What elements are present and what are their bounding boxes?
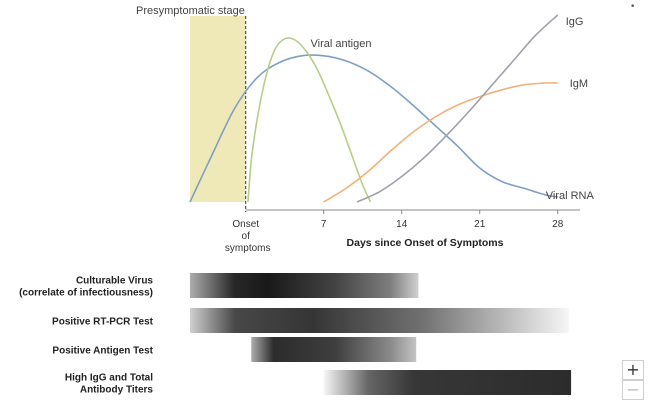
corner-marker: •: [630, 2, 636, 12]
test-timeline-labels: Culturable Virus(correlate of infectious…: [19, 276, 154, 396]
series-igm-line: [323, 82, 558, 203]
series-igg-line: [356, 14, 559, 203]
timeline-label-high-igg-and-total-line-1: High IgG and Total: [65, 373, 153, 384]
timeline-label-culturable-virus-line-2: (correlate of infectiousness): [19, 288, 153, 299]
onset-tick-label-line-3: symptoms: [225, 243, 271, 254]
x-axis-label: Days since Onset of Symptoms: [347, 237, 504, 249]
presymptomatic-band: [190, 16, 246, 202]
series-viral-antigen-line: [247, 37, 372, 203]
x-tick-label: 14: [396, 219, 408, 230]
series-viral-antigen-label: Viral antigen: [311, 38, 372, 50]
x-tick-label: 7: [321, 219, 327, 230]
series-igm-label: IgM: [570, 78, 588, 90]
timeline-label-positive-antigen-test-line-1: Positive Antigen Test: [52, 346, 153, 357]
onset-tick-label-line-1: Onset: [232, 219, 259, 230]
timeline-bar-high-igg-and-total: [323, 370, 572, 395]
test-timeline-bars: [190, 273, 572, 395]
x-ticks: 7 14 21 28: [321, 210, 564, 230]
timeline-label-high-igg-and-total-line-2: Antibody Titers: [80, 385, 154, 396]
curve-labels: Viral RNA Viral antigen IgM IgG: [311, 16, 595, 202]
series-viral-rna-line: [189, 54, 558, 203]
presymptomatic-stage-label: Presymptomatic stage: [136, 5, 245, 17]
timeline-label-positive-rt-pcr-test-line-1: Positive RT-PCR Test: [52, 317, 154, 328]
curves: [189, 14, 559, 203]
timeline-bar-positive-rt-pcr-test: [190, 308, 569, 333]
timeline-label-culturable-virus-line-1: Culturable Virus: [76, 276, 153, 287]
timeline-bar-culturable-virus: [190, 273, 419, 298]
timeline-bar-positive-antigen-test: [251, 337, 417, 362]
zoom-in-button[interactable]: +: [622, 360, 644, 380]
onset-tick-label-line-2: of: [242, 231, 251, 242]
series-igg-label: IgG: [566, 16, 584, 28]
series-viral-rna-label: Viral RNA: [546, 190, 595, 202]
x-tick-label: 28: [552, 219, 564, 230]
x-tick-label: 21: [474, 219, 486, 230]
zoom-out-button[interactable]: −: [622, 380, 644, 400]
